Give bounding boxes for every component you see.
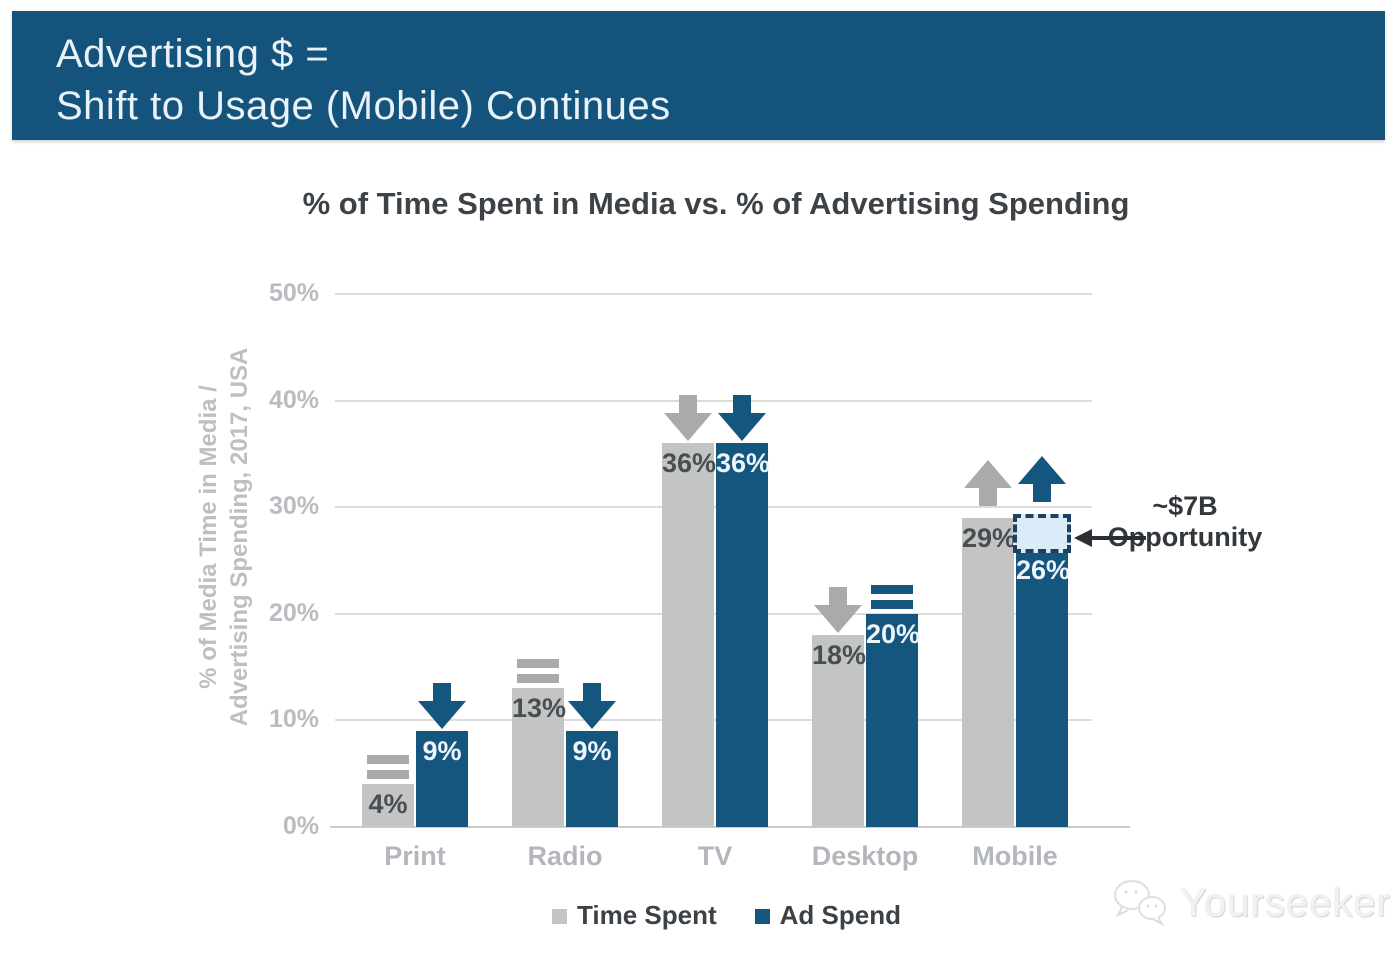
header-banner: Advertising $ = Shift to Usage (Mobile) … (12, 11, 1385, 140)
bar-print-ad-spend: 9% (416, 731, 468, 827)
trend-down-arrow-icon (718, 395, 766, 442)
chart-legend: Time Spent Ad Spend (27, 900, 1399, 931)
x-axis-line (330, 826, 1130, 828)
legend-item-time-spent: Time Spent (551, 900, 717, 931)
legend-label-time-spent: Time Spent (576, 900, 717, 930)
opportunity-annotation-line-1: ~$7B (1152, 491, 1218, 521)
category-label-tv: TV (697, 841, 733, 871)
chat-bubbles-logo-icon (1114, 880, 1166, 927)
legend-label-ad-spend: Ad Spend (779, 900, 901, 930)
trend-down-arrow-icon (568, 683, 616, 730)
trend-equal-icon (367, 755, 409, 780)
trend-equal-icon (871, 584, 913, 609)
y-tick-label-30%: 30% (268, 492, 319, 521)
trend-up-arrow-icon (1018, 455, 1066, 502)
bar-mobile-time-spent: 29% (962, 517, 1017, 827)
y-tick-label-10%: 10% (268, 705, 319, 734)
header-title-line-1: Advertising $ = (56, 32, 330, 76)
trend-down-arrow-icon (814, 587, 862, 634)
y-tick-label-50%: 50% (268, 279, 319, 307)
bar-tv-ad-spend: 36% (716, 443, 771, 827)
bar-value-label-print-time-spent: 4% (368, 789, 408, 820)
opportunity-pointer-arrow-icon (1074, 529, 1146, 547)
watermark: Yourseeker (1110, 876, 1391, 930)
bar-desktop-time-spent: 18% (812, 635, 867, 827)
legend-item-ad-spend: Ad Spend (754, 900, 901, 931)
category-label-print: Print (384, 841, 446, 871)
trend-equal-icon (517, 659, 559, 684)
bar-radio-time-spent: 13% (512, 688, 567, 827)
trend-up-arrow-icon (964, 459, 1012, 506)
category-label-mobile: Mobile (972, 841, 1058, 871)
bar-value-label-mobile-ad-spend: 26% (1016, 554, 1071, 585)
gridline-50% (335, 293, 1092, 295)
y-tick-label-20%: 20% (268, 598, 319, 627)
bar-radio-ad-spend: 9% (566, 731, 618, 827)
bar-print-time-spent: 4% (362, 784, 414, 827)
opportunity-gap-box (1013, 513, 1071, 553)
bar-value-label-desktop-time-spent: 18% (812, 640, 867, 671)
chart-title: % of Time Spent in Media vs. % of Advert… (302, 186, 1130, 221)
category-label-desktop: Desktop (811, 841, 919, 871)
legend-swatch-ad-spend (754, 909, 770, 924)
category-label-radio: Radio (527, 841, 603, 871)
legend-swatch-time-spent (551, 909, 567, 924)
bar-value-label-print-ad-spend: 9% (422, 736, 462, 767)
watermark-text: Yourseeker (1180, 880, 1391, 925)
bar-value-label-tv-ad-spend: 36% (716, 448, 771, 479)
trend-down-arrow-icon (418, 683, 466, 730)
bar-value-label-desktop-ad-spend: 20% (866, 618, 921, 649)
gridline-40% (335, 399, 1092, 402)
bar-desktop-ad-spend: 20% (866, 613, 921, 827)
bar-tv-time-spent: 36% (662, 443, 717, 827)
bar-value-label-tv-time-spent: 36% (662, 448, 717, 479)
bar-value-label-radio-time-spent: 13% (512, 693, 567, 724)
bar-value-label-mobile-time-spent: 29% (962, 522, 1017, 553)
header-title-line-2: Shift to Usage (Mobile) Continues (56, 84, 671, 128)
bar-value-label-radio-ad-spend: 9% (572, 736, 612, 767)
bar-mobile-ad-spend: 26% (1016, 549, 1071, 827)
y-tick-label-0%: 0% (282, 812, 319, 840)
trend-down-arrow-icon (664, 395, 712, 442)
y-tick-label-40%: 40% (268, 385, 319, 414)
